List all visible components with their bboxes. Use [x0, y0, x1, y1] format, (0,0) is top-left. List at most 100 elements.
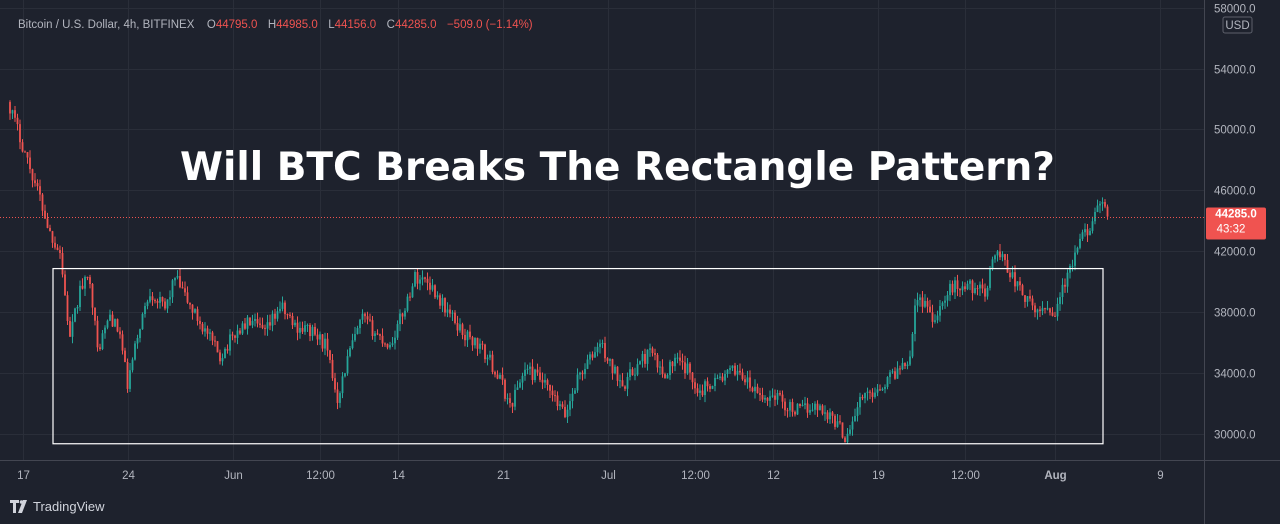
candle-body — [616, 366, 619, 381]
candle-body — [329, 350, 331, 360]
candle-body — [441, 298, 444, 306]
candle-body — [189, 302, 191, 305]
candle-body — [654, 353, 656, 355]
candle-body — [94, 307, 96, 321]
candle-body — [584, 368, 586, 375]
candle-body — [756, 386, 759, 394]
currency-badge[interactable] — [1222, 16, 1253, 34]
candle-body — [696, 388, 699, 393]
candle-body — [966, 283, 969, 290]
candle-body — [674, 357, 676, 367]
candle-body — [831, 412, 834, 416]
price-tick-label: 38000.0 — [1214, 308, 1256, 320]
candle-body — [761, 394, 764, 400]
bar-countdown: 43:32 — [1217, 224, 1246, 236]
candle-body — [599, 343, 601, 347]
candle-body — [646, 349, 649, 364]
candle-body — [1089, 230, 1091, 236]
candle-body — [986, 287, 989, 297]
candle-body — [214, 340, 216, 342]
candle-body — [196, 309, 199, 321]
candle-body — [241, 323, 244, 334]
candle-body — [326, 338, 329, 351]
candlestick-series[interactable] — [9, 100, 1109, 444]
candle-body — [1099, 203, 1101, 206]
candle-body — [526, 368, 529, 370]
candle-body — [424, 277, 426, 279]
candle-body — [269, 322, 271, 326]
candle-body — [956, 280, 959, 289]
candle-body — [979, 284, 981, 289]
candle-body — [64, 274, 66, 296]
candle-body — [179, 276, 181, 288]
candle-body — [1079, 238, 1081, 248]
candle-body — [639, 361, 641, 365]
candle-body — [494, 371, 496, 375]
candle-body — [374, 333, 376, 336]
candle-body — [1086, 229, 1089, 236]
candle-body — [709, 386, 711, 389]
tradingview-logo-icon[interactable] — [10, 500, 27, 513]
candle-body — [786, 410, 789, 412]
candle-body — [691, 372, 694, 383]
candle-body — [1016, 281, 1019, 287]
candle-body — [41, 194, 44, 211]
candle-body — [661, 366, 664, 375]
candle-body — [506, 398, 509, 400]
candle-body — [79, 285, 81, 308]
price-axis[interactable]: 30000.0 34000.0 38000.0 42000.0 46000.0 50000… — [1214, 4, 1256, 442]
candle-body — [119, 331, 121, 335]
candle-body — [859, 396, 861, 408]
candle-body — [951, 283, 954, 293]
candle-body — [1021, 285, 1024, 296]
candle-body — [734, 365, 736, 375]
candle-body — [131, 359, 134, 371]
candle-body — [101, 333, 104, 350]
candle-body — [56, 247, 59, 251]
candle-body — [669, 361, 671, 376]
candle-body — [926, 300, 929, 307]
candle-body — [466, 331, 469, 341]
candle-body — [804, 403, 806, 405]
time-axis[interactable]: 17 24 Jun 12:00 14 21 Jul 12:00 12 19 12:00 Aug 9 — [17, 470, 1164, 482]
candle-body — [159, 297, 161, 303]
time-tick-label: Jun — [224, 470, 243, 482]
candle-body — [536, 369, 539, 373]
candle-body — [794, 411, 796, 415]
candle-body — [566, 409, 569, 418]
candle-body — [199, 320, 201, 324]
candle-body — [976, 288, 979, 290]
symbol-legend[interactable]: Bitcoin / U.S. Dollar, 4h, BITFINEX O447… — [18, 15, 533, 32]
candle-body — [381, 335, 384, 344]
candle-body — [534, 369, 536, 381]
candle-body — [719, 376, 721, 378]
candle-body — [31, 169, 34, 181]
candle-body — [791, 402, 794, 412]
candle-body — [444, 298, 446, 313]
candle-body — [626, 376, 629, 389]
candle-body — [689, 363, 691, 373]
candle-body — [36, 183, 39, 187]
candle-body — [394, 337, 396, 344]
candle-body — [701, 390, 704, 396]
candle-body — [486, 357, 489, 360]
candle-body — [889, 372, 891, 378]
candle-body — [631, 369, 634, 376]
candle-body — [1039, 309, 1041, 312]
candle-body — [769, 396, 771, 401]
price-tick-label: 30000.0 — [1214, 430, 1256, 442]
candle-body — [666, 375, 669, 379]
candle-body — [386, 343, 389, 348]
candle-body — [771, 395, 774, 397]
overlay-title[interactable]: Will BTC Breaks The Rectangle Pattern? — [180, 145, 1055, 190]
candle-body — [1106, 206, 1109, 217]
low-value: 44156.0 — [335, 19, 377, 31]
candle-body — [211, 332, 214, 341]
candle-body — [594, 352, 596, 358]
brand-name[interactable]: TradingView — [33, 499, 105, 514]
rectangle-pattern-drawing[interactable] — [52, 267, 1104, 445]
candle-body — [1084, 229, 1086, 233]
candle-body — [311, 326, 314, 337]
candle-body — [164, 301, 166, 309]
